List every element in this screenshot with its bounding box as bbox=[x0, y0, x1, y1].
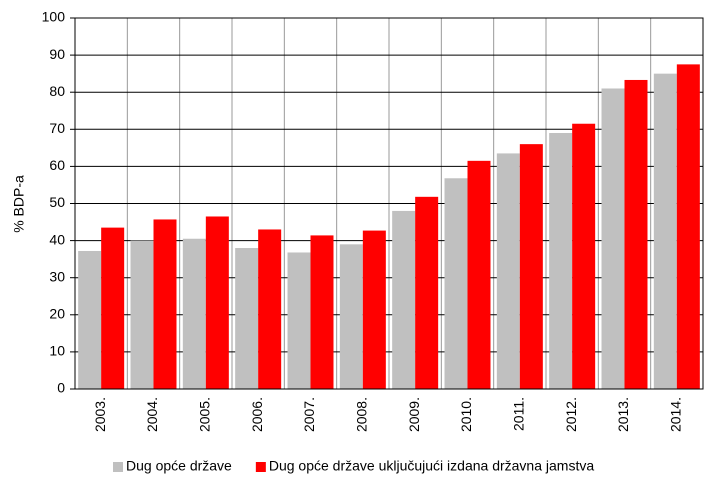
legend-swatch bbox=[255, 462, 266, 472]
bar bbox=[467, 160, 491, 389]
y-tick-label: 30 bbox=[49, 268, 65, 284]
x-tick-label: 2010. bbox=[458, 397, 474, 432]
x-tick-label: 2014. bbox=[668, 397, 684, 432]
y-tick-label: 0 bbox=[57, 380, 65, 396]
bar bbox=[496, 153, 520, 389]
bar bbox=[130, 240, 154, 389]
y-tick-label: 20 bbox=[49, 306, 65, 322]
y-axis-label: % BDP-a bbox=[11, 175, 27, 233]
legend-swatch bbox=[113, 462, 123, 472]
legend-label: Dug opće države uključujući izdana držav… bbox=[269, 458, 594, 474]
x-tick-label: 2004. bbox=[144, 397, 160, 432]
bar bbox=[444, 178, 468, 389]
y-tick-label: 90 bbox=[49, 46, 65, 62]
bar bbox=[339, 244, 363, 389]
y-tick-label: 50 bbox=[49, 194, 65, 210]
bar bbox=[205, 216, 229, 389]
bar bbox=[415, 196, 439, 389]
bar bbox=[101, 227, 125, 389]
x-tick-label: 2003. bbox=[92, 397, 108, 432]
bar bbox=[153, 219, 177, 389]
bar bbox=[392, 210, 416, 389]
x-tick-label: 2006. bbox=[249, 397, 265, 432]
x-tick-label: 2013. bbox=[615, 397, 631, 432]
bar bbox=[258, 229, 282, 389]
bar bbox=[653, 73, 677, 390]
bar bbox=[362, 230, 386, 389]
plot-border bbox=[74, 17, 704, 390]
y-tick-label: 100 bbox=[42, 9, 66, 25]
bar bbox=[624, 79, 648, 389]
y-tick-label: 60 bbox=[49, 157, 65, 173]
x-tick-label: 2011. bbox=[511, 397, 527, 431]
bar bbox=[235, 248, 259, 389]
bar bbox=[182, 238, 206, 389]
x-tick-label: 2008. bbox=[354, 397, 370, 432]
bar bbox=[601, 88, 625, 390]
bar bbox=[676, 64, 700, 389]
bar bbox=[549, 133, 573, 389]
y-tick-label: 10 bbox=[49, 343, 65, 359]
legend-label: Dug opće države bbox=[126, 458, 232, 474]
bar bbox=[287, 252, 311, 389]
bar bbox=[310, 235, 334, 389]
bar bbox=[572, 123, 596, 390]
y-tick-label: 70 bbox=[49, 120, 65, 136]
x-tick-label: 2007. bbox=[301, 397, 317, 432]
x-tick-label: 2009. bbox=[406, 397, 422, 432]
bar bbox=[78, 250, 102, 389]
x-tick-label: 2012. bbox=[563, 397, 579, 432]
y-tick-label: 80 bbox=[49, 83, 65, 99]
y-tick-label: 40 bbox=[49, 231, 65, 247]
x-tick-label: 2005. bbox=[197, 397, 213, 432]
bar bbox=[519, 144, 543, 389]
